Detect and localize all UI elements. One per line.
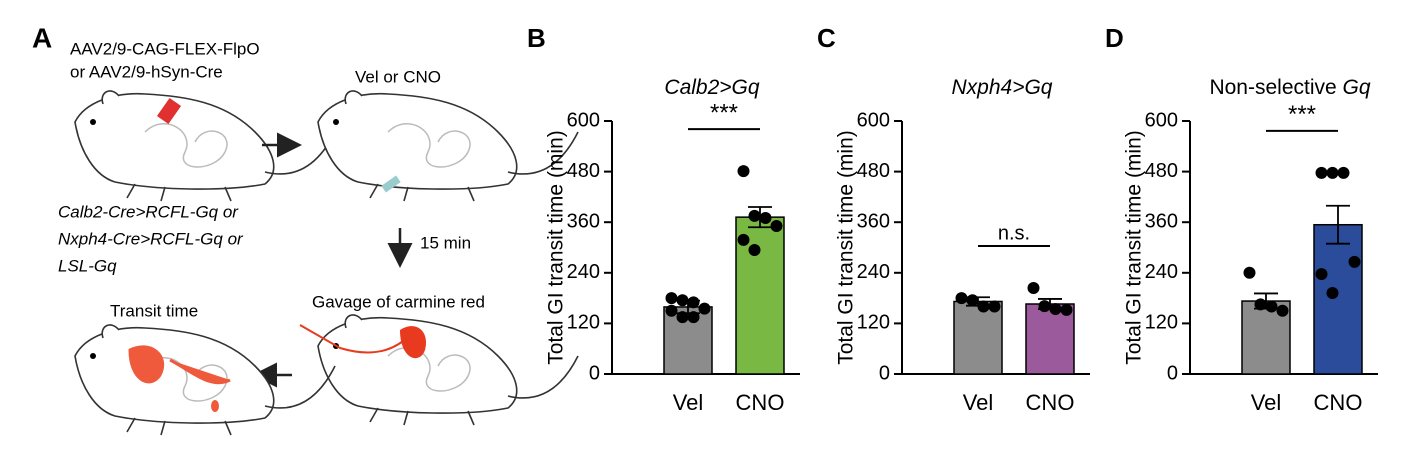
feces [211,400,219,412]
data-point [1265,300,1278,313]
data-point [665,292,678,305]
y-tick-label: 120 [1145,312,1178,334]
y-tick-label: 360 [857,210,890,232]
y-tick-label: 120 [857,312,890,334]
data-point [759,211,772,224]
data-point [1038,300,1051,313]
data-point [1254,298,1267,311]
data-point [1049,303,1062,316]
x-tick-label: Vel [673,390,704,415]
bar-chart: B Calb2>Gq Total GI transit time (min) 0 120… [527,23,800,415]
error-bar [1326,204,1350,245]
panel-letter: C [817,23,836,53]
bar [953,300,1003,375]
label: AAV2/9-CAG-FLEX-FlpO [70,39,260,58]
bar [1313,223,1363,375]
data-point [1348,255,1361,268]
chart-title: Non-selective Gq [1209,76,1370,99]
data-point [748,244,761,257]
label: Nxph4-Cre>RCFL-Gq or [58,229,244,248]
x-tick-label: CNO [736,390,785,415]
mouse-icon [317,314,579,426]
data-point [748,209,761,222]
data-point [737,165,750,178]
data-point [1337,166,1350,179]
bar-chart: C Nxph4>Gq Total GI transit time (min) 0 120… [817,23,1090,415]
data-point [1315,166,1328,179]
label: Gavage of carmine red [312,292,485,311]
title-italic: Nxph4>Gq [952,76,1053,99]
label: Transit time [110,301,198,320]
y-tick-label: 240 [857,261,890,283]
syringe [156,97,182,125]
data-point [676,294,689,307]
syringe [381,175,401,193]
y-tick-label: 480 [567,160,600,182]
x-tick-label: CNO [1026,390,1075,415]
carmine [128,345,231,385]
significance-label: n.s. [998,222,1030,244]
chart-title: Nxph4>Gq [952,76,1053,99]
panel-letter: A [32,22,52,53]
y-tick-label: 0 [589,362,600,384]
data-point [1326,287,1339,300]
data-point [698,302,711,315]
label: LSL-Gq [58,256,117,275]
data-point [687,296,700,309]
x-tick-label: CNO [1314,390,1363,415]
y-tick-label: 240 [567,261,600,283]
panel-a: A AAV2/9-CAG-FLEX-FlpO or AAV2/9-hSyn-Cr… [32,22,579,436]
label: 15 min [420,233,471,252]
data-point [955,292,968,305]
significance-label: *** [710,100,738,127]
y-axis-label: Total GI transit time (min) [835,130,858,365]
chart-title: Calb2>Gq [664,76,759,99]
y-tick-label: 0 [879,362,890,384]
y-tick-label: 480 [1145,160,1178,182]
y-tick-label: 240 [1145,261,1178,283]
data-point [1326,166,1339,179]
y-axis-label: Total GI transit time (min) [545,130,568,365]
x-tick-label: Vel [963,390,994,415]
data-point [966,294,979,307]
significance-label: *** [1288,101,1316,128]
data-point [1315,268,1328,281]
mouse-icon [74,90,336,202]
data-point [1060,303,1073,316]
data-point [1243,266,1256,279]
data-point [687,311,700,324]
y-tick-label: 480 [857,160,890,182]
data-point [770,219,783,232]
mouse-icon [317,90,579,202]
y-tick-label: 0 [1167,362,1178,384]
y-tick-label: 600 [567,109,600,131]
data-point [988,300,1001,313]
label: or AAV2/9-hSyn-Cre [70,62,223,81]
y-tick-label: 600 [857,109,890,131]
data-point [1276,304,1289,317]
panel-letter: D [1105,23,1124,53]
y-tick-label: 120 [567,312,600,334]
stomach [400,326,426,359]
title-italic: Calb2>Gq [664,76,759,99]
x-tick-label: Vel [1251,390,1282,415]
y-axis-label: Total GI transit time (min) [1123,130,1146,365]
data-point [665,304,678,317]
y-tick-label: 600 [1145,109,1178,131]
bar-chart: D Non-selective Gq Total GI transit time (… [1105,23,1378,415]
data-point [737,233,750,246]
label: Calb2-Cre>RCFL-Gq or [58,202,239,221]
data-point [1027,281,1040,294]
panel-letter: B [527,23,546,53]
title-italic: Gq [1343,76,1371,99]
label: Vel or CNO [355,67,441,86]
y-tick-label: 360 [1145,210,1178,232]
data-point [676,311,689,324]
title-text: Non-selective [1209,76,1336,99]
data-point [977,300,990,313]
y-tick-label: 360 [567,210,600,232]
